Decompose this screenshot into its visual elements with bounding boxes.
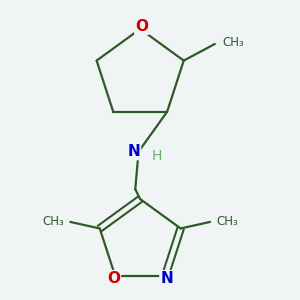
Text: CH₃: CH₃ — [222, 36, 244, 49]
Text: N: N — [127, 144, 140, 159]
Text: CH₃: CH₃ — [43, 215, 64, 228]
Text: CH₃: CH₃ — [216, 215, 238, 228]
Text: H: H — [152, 148, 162, 163]
Text: O: O — [135, 19, 148, 34]
Text: N: N — [160, 271, 173, 286]
Text: O: O — [107, 271, 120, 286]
